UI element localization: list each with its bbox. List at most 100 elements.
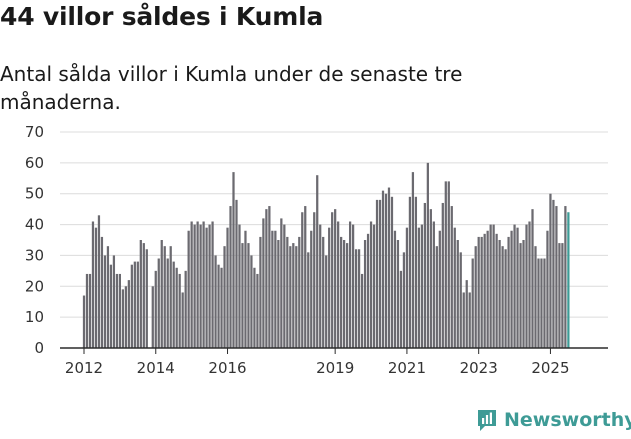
bar-52 bbox=[238, 224, 241, 348]
last-value-annotation: 44 bbox=[564, 118, 583, 122]
bar-69 bbox=[289, 246, 292, 348]
bar-143 bbox=[510, 230, 513, 348]
bar-44 bbox=[214, 255, 217, 348]
bar-126 bbox=[459, 252, 462, 348]
bar-37 bbox=[193, 224, 196, 348]
bar-7 bbox=[103, 255, 107, 348]
bar-55 bbox=[247, 243, 250, 348]
bar-41 bbox=[205, 227, 208, 348]
bar-32 bbox=[178, 273, 181, 348]
bar-111 bbox=[414, 196, 418, 348]
bar-25 bbox=[157, 258, 160, 348]
bar-155 bbox=[546, 230, 549, 348]
bar-154 bbox=[543, 258, 546, 348]
bar-58 bbox=[256, 273, 259, 348]
bar-113 bbox=[420, 224, 423, 348]
bar-107 bbox=[402, 252, 406, 348]
bar-68 bbox=[286, 236, 289, 348]
y-tick-label-70: 70 bbox=[25, 123, 44, 141]
bar-135 bbox=[486, 230, 489, 348]
bar-106 bbox=[399, 270, 403, 348]
bar-114 bbox=[423, 202, 426, 348]
bar-89 bbox=[348, 221, 352, 348]
x-axis-ticks bbox=[83, 348, 551, 354]
bar-73 bbox=[301, 212, 304, 348]
bar-91 bbox=[354, 249, 358, 348]
bar-23 bbox=[151, 286, 154, 348]
bar-152 bbox=[537, 258, 540, 348]
bar-110 bbox=[411, 172, 415, 348]
bar-74 bbox=[304, 206, 307, 348]
x-tick-label-2012: 2012 bbox=[65, 359, 103, 377]
bar-150 bbox=[531, 209, 534, 348]
y-axis-labels: 0 10 20 30 40 50 60 70 bbox=[25, 123, 44, 357]
bar-133 bbox=[480, 236, 483, 348]
bar-153 bbox=[540, 258, 543, 348]
bars bbox=[82, 162, 570, 348]
bar-149 bbox=[528, 221, 531, 348]
bar-139 bbox=[498, 240, 501, 348]
bar-47 bbox=[223, 246, 226, 348]
bar-57 bbox=[253, 267, 256, 348]
bar-98 bbox=[375, 199, 379, 348]
bar-86 bbox=[340, 236, 343, 348]
bar-95 bbox=[366, 233, 370, 348]
chart-title: 44 villor såldes i Kumla bbox=[0, 2, 324, 31]
bar-142 bbox=[507, 236, 510, 348]
bar-161 bbox=[564, 206, 567, 348]
bar-158 bbox=[555, 206, 558, 348]
bar-31 bbox=[175, 267, 178, 348]
bar-27 bbox=[163, 246, 166, 348]
bar-93 bbox=[360, 273, 364, 348]
bar-29 bbox=[169, 246, 172, 348]
bar-131 bbox=[474, 246, 477, 348]
bar-49 bbox=[229, 206, 232, 348]
bar-108 bbox=[405, 227, 409, 348]
bar-9 bbox=[109, 264, 113, 348]
bar-66 bbox=[280, 218, 283, 348]
y-tick-label-0: 0 bbox=[34, 339, 44, 357]
bar-120 bbox=[441, 202, 444, 348]
bar-10 bbox=[112, 255, 116, 348]
bar-84 bbox=[334, 209, 337, 348]
bar-77 bbox=[313, 212, 316, 348]
x-tick-label-2023: 2023 bbox=[460, 359, 498, 377]
bar-63 bbox=[271, 230, 274, 348]
bar-115 bbox=[426, 162, 429, 348]
y-tick-label-30: 30 bbox=[25, 246, 44, 264]
bar-151 bbox=[534, 246, 537, 348]
bar-20 bbox=[142, 243, 145, 348]
newsworthy-brand[interactable]: Newsworthy bbox=[476, 408, 631, 432]
bar-51 bbox=[235, 199, 238, 348]
x-axis-labels: 2012 2014 2016 2019 2021 2023 2025 bbox=[65, 359, 570, 377]
bar-88 bbox=[346, 243, 349, 348]
y-tick-label-60: 60 bbox=[25, 154, 44, 172]
bar-65 bbox=[277, 240, 280, 348]
bar-59 bbox=[259, 236, 262, 348]
bar-39 bbox=[199, 224, 202, 348]
bar-92 bbox=[357, 249, 361, 348]
bar-53 bbox=[241, 243, 244, 348]
bar-94 bbox=[363, 240, 367, 348]
bar-119 bbox=[438, 230, 441, 348]
bar-26 bbox=[160, 240, 163, 348]
bar-62 bbox=[268, 206, 271, 348]
bar-96 bbox=[369, 221, 373, 348]
bar-122 bbox=[447, 181, 450, 348]
bar-5 bbox=[97, 215, 101, 348]
bar-127 bbox=[462, 292, 465, 348]
bar-140 bbox=[501, 246, 504, 348]
bar-147 bbox=[522, 240, 525, 348]
bar-109 bbox=[408, 196, 412, 348]
bar-85 bbox=[337, 221, 340, 348]
bar-121 bbox=[444, 181, 447, 348]
bar-70 bbox=[292, 243, 295, 348]
bar-45 bbox=[217, 264, 220, 348]
bar-104 bbox=[393, 230, 397, 348]
bar-35 bbox=[187, 230, 190, 348]
bar-64 bbox=[274, 230, 277, 348]
bar-60 bbox=[262, 218, 265, 348]
bar-78 bbox=[316, 175, 319, 348]
bar-56 bbox=[250, 255, 253, 348]
bar-97 bbox=[372, 224, 376, 348]
